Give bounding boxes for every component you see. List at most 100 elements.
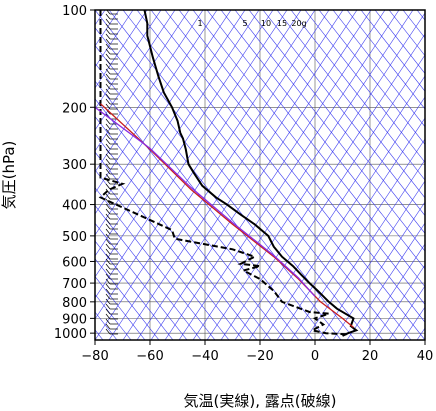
wind-barb-flag (105, 133, 111, 140)
wind-barb-flag (105, 153, 111, 160)
adiabat-line (164, 10, 425, 340)
wind-barb-flag (105, 163, 111, 170)
wind-barb-flag (105, 248, 111, 255)
parcel-line (95, 106, 316, 297)
parcel-line (100, 103, 354, 328)
adiabat-line (95, 222, 188, 340)
adiabat-line (136, 10, 398, 340)
wind-barb-flag (105, 73, 111, 80)
adiabat-line (431, 10, 436, 340)
adiabat-line (95, 27, 342, 340)
y-tick-label: 200 (62, 101, 87, 116)
adiabat-line (276, 10, 425, 199)
wind-barb-flag (105, 93, 111, 100)
wind-barb-flag (105, 258, 111, 265)
adiabat-line (95, 62, 314, 340)
wind-barb-flag (105, 253, 111, 260)
wind-barb-flag (105, 223, 111, 230)
adiabat-line (95, 187, 216, 340)
wind-barb-flag (105, 78, 111, 85)
wind-barb-flag (105, 263, 111, 270)
wind-barb-flag (105, 318, 111, 325)
adiabat-line (95, 116, 272, 340)
y-tick-label: 1000 (54, 327, 87, 342)
wind-barb-flag (105, 48, 111, 55)
adiabat-line (192, 10, 425, 305)
wind-barb-flag (105, 28, 111, 35)
isotherm-line (374, 264, 425, 340)
mixing-ratio-labels: 1 5 10 15 20g (197, 19, 306, 28)
wind-barb-flag (105, 83, 111, 90)
wind-barb-flag (105, 328, 111, 335)
isotherm-line (360, 243, 425, 340)
y-tick-label: 900 (62, 312, 87, 327)
wind-barb-flag (105, 123, 111, 130)
wind-barb-flag (105, 98, 111, 105)
wind-barb-flag (105, 168, 111, 175)
wind-barb-flag (105, 283, 111, 290)
wind-barb-flag (105, 128, 111, 135)
adiabat-line (318, 10, 425, 146)
y-tick-label: 400 (62, 199, 87, 214)
x-tick-label: −40 (191, 349, 218, 364)
adiabat-line (95, 133, 258, 340)
adiabat-line (262, 10, 425, 217)
wind-barb-flag (105, 208, 111, 215)
isotherm-line (332, 201, 425, 340)
wind-barb-flag (105, 308, 111, 315)
wind-barb-flag (105, 43, 111, 50)
wind-barb-flag (105, 103, 111, 110)
x-axis-label: 気温(実線), 露点(破線) (184, 392, 337, 410)
x-tick-label: 20 (362, 349, 379, 364)
adiabat-line (95, 45, 328, 340)
adiabat-line (95, 80, 300, 340)
wind-barb-flag (106, 10, 111, 15)
isotherm-line (290, 138, 425, 340)
wind-barb-flag (105, 303, 111, 310)
isotherm-line (346, 222, 425, 340)
wind-barb-flag (105, 228, 111, 235)
mixing-ratio-label: 10 (261, 19, 271, 28)
adiabat-line (95, 204, 202, 340)
mixing-ratio-label: 20g (291, 19, 306, 28)
y-axis-label: 気圧(hPa) (0, 141, 18, 210)
wind-barb-flag (105, 273, 111, 280)
adiabat-line (290, 10, 425, 181)
adiabat-line (374, 10, 425, 74)
isotherm-line (95, 10, 218, 194)
wind-barb-flag (105, 233, 111, 240)
adiabat-line (206, 10, 425, 288)
wind-barb-flag (105, 138, 111, 145)
wind-barb-flag (105, 293, 111, 300)
x-tick-label: −80 (81, 349, 108, 364)
isotherm-line (234, 54, 425, 340)
adiabat-line (360, 10, 425, 92)
wind-barb-flag (105, 68, 111, 75)
isotherm-line (388, 285, 425, 340)
wind-barb-flag (105, 53, 111, 60)
x-tick-label: 40 (417, 349, 434, 364)
isotherm-line (416, 327, 425, 340)
wind-barb-flag (105, 23, 111, 30)
x-tick-label: −60 (136, 349, 163, 364)
wind-barb-flag (105, 13, 111, 20)
wind-barb-flag (105, 58, 111, 65)
mixing-ratio-label: 1 (197, 19, 202, 28)
wind-barb-flag (105, 213, 111, 220)
adiabat-line (248, 10, 425, 234)
wind-barb-flag (105, 238, 111, 245)
adiabat-line (108, 10, 370, 340)
adiabat-line (95, 98, 286, 340)
isotherm-line (318, 180, 425, 340)
mixing-ratio-label: 5 (242, 19, 247, 28)
adiabat-line (332, 10, 425, 128)
adiabat-line (95, 258, 160, 340)
isotherm-line (276, 117, 425, 340)
adiabat-line (95, 276, 146, 340)
y-tick-label: 300 (62, 158, 87, 173)
x-axis-ticks: −80 −60 −40 −20 0 20 40 (81, 340, 433, 364)
wind-barb-flag (105, 278, 111, 285)
wind-barb-flag (105, 118, 111, 125)
isotherm-line (248, 75, 425, 340)
